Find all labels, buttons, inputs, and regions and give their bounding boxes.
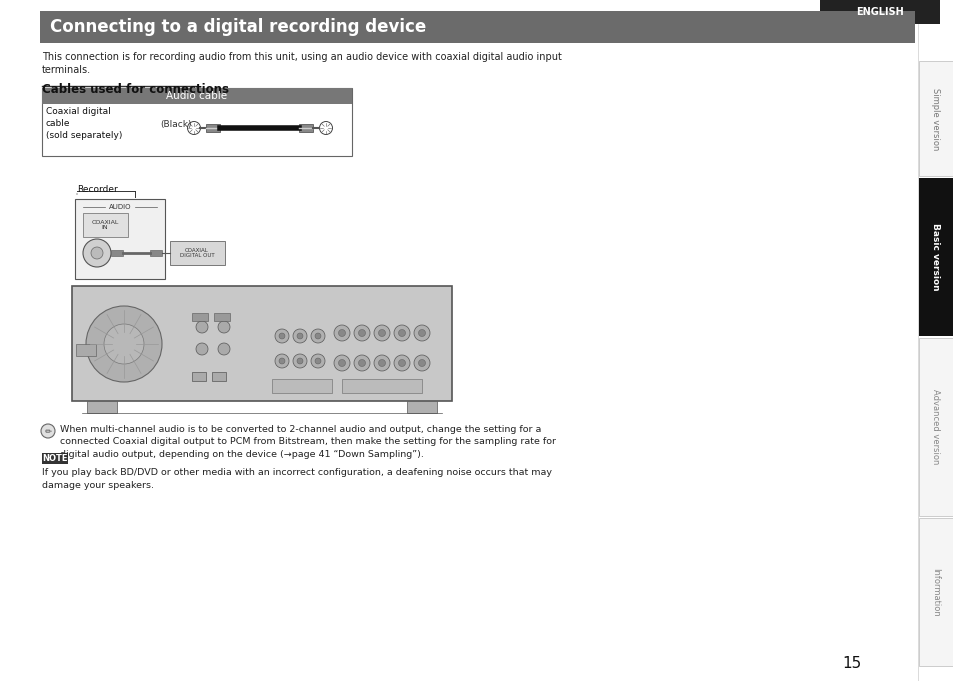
Text: If you play back BD/DVD or other media with an incorrect configuration, a deafen: If you play back BD/DVD or other media w…: [42, 468, 552, 490]
Text: Advanced version: Advanced version: [930, 390, 940, 464]
Circle shape: [218, 343, 230, 355]
Bar: [192, 372, 206, 381]
Bar: [918, 518, 953, 666]
Circle shape: [338, 360, 345, 366]
Bar: [42, 453, 68, 464]
Circle shape: [293, 329, 307, 343]
Text: Information: Information: [930, 568, 940, 616]
Bar: [42, 88, 352, 156]
Bar: [206, 124, 220, 132]
Circle shape: [296, 358, 303, 364]
Text: 15: 15: [841, 656, 861, 671]
Text: Basic version: Basic version: [930, 223, 940, 291]
Text: (Black): (Black): [160, 120, 192, 129]
Bar: [272, 379, 332, 393]
Circle shape: [195, 321, 208, 333]
Circle shape: [418, 330, 425, 336]
Text: Simple version: Simple version: [930, 88, 940, 151]
Text: AUDIO: AUDIO: [109, 204, 132, 210]
Circle shape: [414, 355, 430, 371]
Circle shape: [334, 355, 350, 371]
Bar: [341, 379, 421, 393]
Text: When multi-channel audio is to be converted to 2-channel audio and output, chang: When multi-channel audio is to be conver…: [60, 425, 556, 459]
Circle shape: [398, 330, 405, 336]
Bar: [87, 401, 117, 413]
Bar: [918, 338, 953, 516]
Bar: [76, 344, 96, 356]
Text: This connection is for recording audio from this unit, using an audio device wit: This connection is for recording audio f…: [42, 52, 561, 75]
Circle shape: [314, 358, 320, 364]
Text: Audio cable: Audio cable: [166, 91, 228, 101]
Circle shape: [104, 324, 144, 364]
Circle shape: [374, 325, 390, 341]
Bar: [111, 250, 123, 256]
Circle shape: [338, 330, 345, 336]
Text: ✏: ✏: [45, 426, 51, 436]
Bar: [407, 401, 436, 413]
Circle shape: [394, 325, 410, 341]
Bar: [40, 11, 914, 43]
Circle shape: [354, 355, 370, 371]
Bar: [820, 0, 939, 24]
Text: Recorder: Recorder: [77, 185, 117, 193]
Circle shape: [354, 325, 370, 341]
Bar: [71, 286, 452, 401]
Circle shape: [378, 360, 385, 366]
Text: ENGLISH: ENGLISH: [855, 7, 902, 17]
Bar: [150, 250, 162, 256]
Bar: [212, 372, 226, 381]
Circle shape: [83, 239, 111, 267]
Circle shape: [218, 321, 230, 333]
Circle shape: [314, 333, 320, 339]
Text: COAXIAL
DIGITAL OUT: COAXIAL DIGITAL OUT: [179, 248, 214, 258]
Circle shape: [374, 355, 390, 371]
Circle shape: [311, 354, 325, 368]
Circle shape: [91, 247, 103, 259]
Bar: [42, 88, 352, 104]
Circle shape: [274, 354, 289, 368]
Bar: [192, 313, 208, 321]
Circle shape: [86, 306, 162, 382]
Circle shape: [334, 325, 350, 341]
Bar: [918, 178, 953, 336]
Text: Coaxial digital
cable
(sold separately): Coaxial digital cable (sold separately): [46, 107, 122, 140]
Circle shape: [414, 325, 430, 341]
Text: Connecting to a digital recording device: Connecting to a digital recording device: [50, 18, 426, 36]
Text: Cables used for connections: Cables used for connections: [42, 83, 229, 96]
Circle shape: [418, 360, 425, 366]
Bar: [298, 124, 313, 132]
Circle shape: [293, 354, 307, 368]
Bar: [170, 241, 225, 265]
Circle shape: [41, 424, 55, 438]
Text: COAXIAL
IN: COAXIAL IN: [91, 219, 118, 230]
Circle shape: [398, 360, 405, 366]
Bar: [213, 313, 230, 321]
Bar: [918, 61, 953, 176]
Bar: [75, 199, 165, 279]
Text: NOTE: NOTE: [42, 454, 68, 463]
Circle shape: [278, 358, 285, 364]
Circle shape: [274, 329, 289, 343]
Circle shape: [358, 330, 365, 336]
Circle shape: [394, 355, 410, 371]
Bar: [83, 213, 128, 237]
Circle shape: [195, 343, 208, 355]
Circle shape: [278, 333, 285, 339]
Circle shape: [378, 330, 385, 336]
Circle shape: [296, 333, 303, 339]
Circle shape: [358, 360, 365, 366]
Circle shape: [311, 329, 325, 343]
